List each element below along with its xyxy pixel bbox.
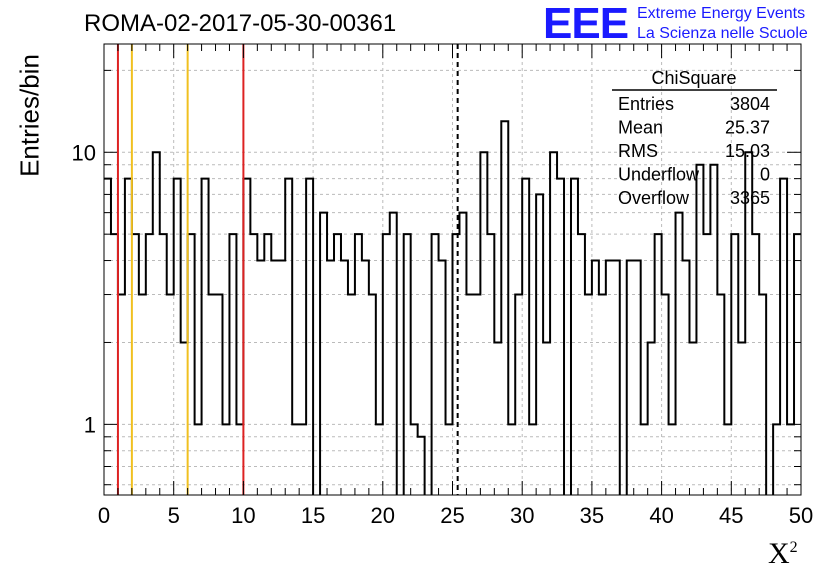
chart-title: ROMA-02-2017-05-30-00361 [84, 10, 397, 37]
x-tick-label: 0 [98, 503, 110, 528]
logo-line-1: Extreme Energy Events [637, 5, 806, 22]
x-axis-label: X2 [768, 537, 798, 571]
x-tick-label: 35 [580, 503, 604, 528]
stats-value: 15.03 [725, 141, 770, 161]
stats-label: RMS [618, 141, 658, 161]
x-tick-label: 25 [440, 503, 464, 528]
x-tick-label: 45 [719, 503, 743, 528]
stats-label: Overflow [618, 188, 690, 208]
logo-line-2: La Scienza nelle Scuole [637, 25, 808, 42]
x-tick-label: 15 [301, 503, 325, 528]
x-tick-label: 40 [649, 503, 673, 528]
stats-label: Underflow [618, 165, 700, 185]
x-tick-label: 10 [231, 503, 255, 528]
stats-title: ChiSquare [651, 68, 736, 88]
stats-value: 3365 [730, 188, 770, 208]
x-axis-label-sup: 2 [789, 539, 798, 556]
x-axis-label-base: X [768, 537, 790, 570]
y-tick-label: 1 [84, 412, 96, 437]
x-tick-label: 30 [510, 503, 534, 528]
stats-label: Entries [618, 94, 674, 114]
y-ticks: 1 10 [72, 140, 96, 437]
y-tick-label: 10 [72, 140, 96, 165]
stats-value: 25.37 [725, 118, 770, 138]
x-tick-label: 5 [168, 503, 180, 528]
y-minor-ticks [104, 69, 801, 486]
stats-value: 0 [760, 165, 770, 185]
reference-lines [116, 44, 459, 495]
histogram-line [104, 120, 801, 495]
x-ticks: 0 5 10 15 20 25 30 35 40 45 50 [98, 44, 813, 528]
stats-value: 3804 [730, 94, 770, 114]
grid-lines [103, 44, 802, 495]
x-tick-label: 50 [789, 503, 813, 528]
stats-box: ChiSquare Entries 3804 Mean 25.37 RMS 15.03 Und… [612, 68, 777, 208]
stats-label: Mean [618, 118, 663, 138]
eee-logo: EEE [543, 0, 629, 48]
y-axis-label: Entries/bin [14, 54, 45, 177]
x-tick-label: 20 [371, 503, 395, 528]
